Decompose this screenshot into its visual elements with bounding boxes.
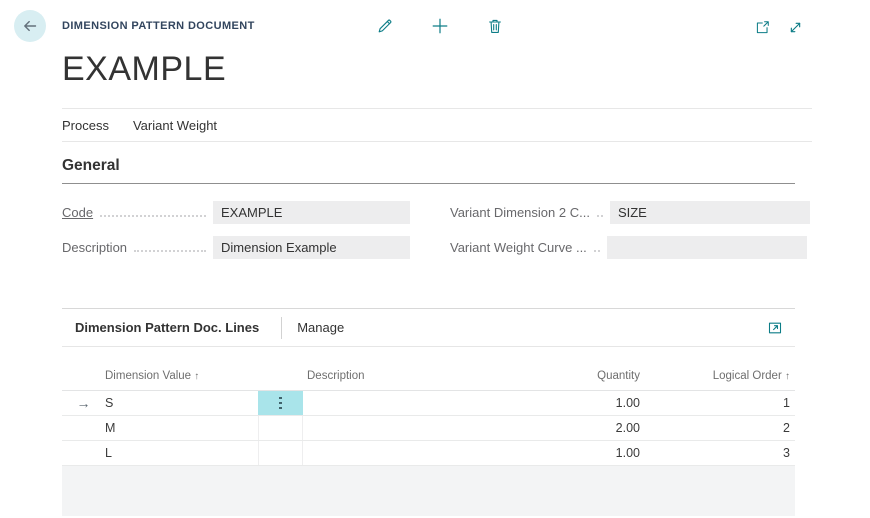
page-caption: DIMENSION PATTERN DOCUMENT xyxy=(62,20,255,32)
description-input[interactable]: Dimension Example xyxy=(213,236,410,259)
leader-dots xyxy=(593,249,600,252)
variant-weight-curve-input[interactable] xyxy=(606,236,807,259)
grid-header-row: Dimension Value ↑ Description Quantity L… xyxy=(62,347,795,391)
edit-pencil-icon[interactable] xyxy=(376,17,394,35)
variant-weight-curve-label: Variant Weight Curve ... xyxy=(450,240,587,255)
leader-dots xyxy=(134,249,206,252)
manage-menu-item[interactable]: Manage xyxy=(297,320,345,335)
expand-fullscreen-icon[interactable] xyxy=(786,18,804,36)
cell-logical-order[interactable]: 2 xyxy=(783,421,790,435)
action-bar: Process Variant Weight xyxy=(62,108,812,142)
lines-card-header: Dimension Pattern Doc. Lines Manage xyxy=(62,309,795,347)
code-label: Code xyxy=(62,205,94,220)
cell-quantity[interactable]: 1.00 xyxy=(615,446,640,460)
back-button[interactable] xyxy=(14,10,46,42)
field-description: Description Dimension Example xyxy=(62,230,410,265)
field-variant-dimension-2-code: Variant Dimension 2 C... SIZE xyxy=(450,195,810,230)
field-variant-weight-curve: Variant Weight Curve ... xyxy=(450,230,807,265)
column-header-quantity[interactable]: Quantity xyxy=(597,370,640,382)
sort-ascending-icon: ↑ xyxy=(194,371,200,382)
cell-logical-order[interactable]: 1 xyxy=(783,396,790,410)
table-row-s: → S 1.00 1 xyxy=(62,391,795,416)
variant-dimension-2-code-input[interactable]: SIZE xyxy=(609,201,810,224)
cell-dimension-value[interactable]: L xyxy=(105,446,112,460)
cell-context-ellipsis-button[interactable] xyxy=(258,391,303,415)
menu-item-variant-weight[interactable]: Variant Weight xyxy=(132,117,218,133)
active-row-indicator-icon: → xyxy=(76,395,91,411)
menu-item-process[interactable]: Process xyxy=(62,117,109,133)
field-code: Code EXAMPLE xyxy=(62,195,410,230)
general-section-rule xyxy=(62,183,795,184)
cell-logical-order[interactable]: 3 xyxy=(783,446,790,460)
general-section-heading[interactable]: General xyxy=(62,157,120,174)
table-row-m: M 2.00 2 xyxy=(62,416,795,441)
sort-ascending-icon: ↑ xyxy=(785,371,790,382)
command-bar xyxy=(376,17,504,35)
page-title: EXAMPLE xyxy=(62,50,227,88)
lines-card-title: Dimension Pattern Doc. Lines xyxy=(75,320,260,335)
focus-mode-icon[interactable] xyxy=(766,319,784,337)
table-row-l: L 1.00 3 xyxy=(62,441,795,466)
column-header-dimension-value[interactable]: Dimension Value ↑ xyxy=(105,370,200,382)
cell-dimension-value[interactable]: S xyxy=(105,396,114,410)
header-divider xyxy=(281,316,283,339)
add-new-icon[interactable] xyxy=(431,17,449,35)
window-controls xyxy=(753,18,804,36)
open-in-new-window-icon[interactable] xyxy=(753,18,771,36)
cell-dimension-value[interactable]: M xyxy=(105,421,116,435)
code-input[interactable]: EXAMPLE xyxy=(213,201,410,224)
column-header-description[interactable]: Description xyxy=(307,370,365,382)
description-label: Description xyxy=(62,240,128,255)
cell-quantity[interactable]: 2.00 xyxy=(615,421,640,435)
leader-dots xyxy=(100,214,206,217)
back-arrow-icon xyxy=(21,17,39,35)
grid-empty-area xyxy=(62,466,795,516)
leader-dots xyxy=(596,214,603,217)
dimension-pattern-doc-lines-card: Dimension Pattern Doc. Lines Manage Dime… xyxy=(62,308,795,516)
delete-trash-icon[interactable] xyxy=(486,17,504,35)
column-header-logical-order[interactable]: Logical Order ↑ xyxy=(712,370,790,382)
cell-quantity[interactable]: 1.00 xyxy=(615,396,640,410)
general-fields: Code EXAMPLE Description Dimension Examp… xyxy=(62,195,810,265)
variant-dimension-2-code-label: Variant Dimension 2 C... xyxy=(450,205,590,220)
